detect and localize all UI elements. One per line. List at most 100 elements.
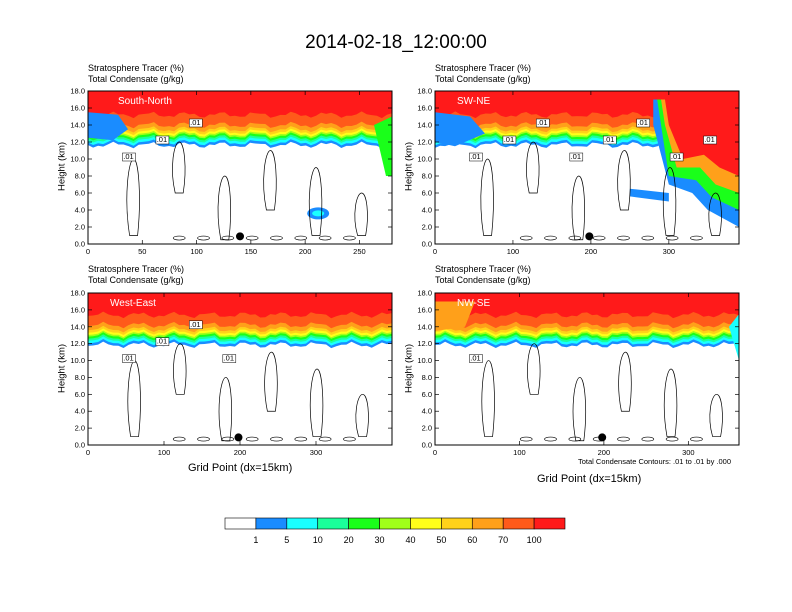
panel-2-plot: .01 .01 .01 .01 .01 .01 .01 .01 SW-NE 0.0 2.0 4.0 6.…: [417, 87, 740, 256]
panel-1-ytick-label-3: 6.0: [75, 189, 85, 198]
colorbar-label-3: 10: [312, 535, 323, 545]
panel-2-contour-label-box-3: [536, 118, 550, 128]
panel-4-low-contour-8: [690, 436, 703, 442]
panel-3-low-contour-6: [294, 436, 308, 442]
panel-3-ytick-label-0: 0.0: [75, 441, 85, 450]
panel-3-plot: .01 .01 .01 .01 West-East 0.0 2.0 4.0 6.0 8.0 10.0…: [70, 289, 393, 457]
panel-3-ytick-label-2: 4.0: [75, 407, 85, 416]
panel-4-contour-label-box-1: [469, 354, 483, 363]
panel-1-low-contour-8: [343, 235, 356, 241]
colorbar-label-1: 1: [253, 535, 259, 545]
panel-1-low-contour-6: [294, 235, 308, 241]
panel-1-low-contour-2: [197, 235, 210, 241]
panel-1-band-top: [88, 91, 392, 99]
panel-2-contour-label-box-4: [569, 152, 584, 162]
colorbar-label-5: 30: [374, 535, 385, 545]
panel-2-contour-label-7: .01: [671, 152, 681, 161]
colorbar-swatch-9: [471, 517, 504, 530]
panel-1-contour-label-1: .01: [123, 152, 133, 161]
panel-3-xtick-label-3: 300: [310, 448, 323, 457]
panel-4-low-contour-7: [665, 436, 679, 442]
panel-3-name: West-East: [110, 298, 156, 309]
panel-1-contour-3: [217, 175, 232, 241]
panel-2-contour-label-box-7: [669, 152, 684, 162]
panel-4-contour-1: [481, 360, 495, 437]
panel-4-xtick-label-2: 200: [598, 448, 611, 457]
panel-2-low-contour-5: [617, 235, 630, 241]
panel-4-xtick-label-3: 300: [682, 448, 695, 457]
panel-1-plot: .01 .01 .01 South-North 0.0 2.0 4.0 6.0 8.0 10.0 1…: [70, 87, 393, 256]
panel-4-contour-6: [709, 393, 723, 437]
panel-1-title-line2: Total Condensate (g/kg): [88, 74, 184, 84]
panel-3-contour-4: [264, 351, 278, 412]
panel-3-low-contour-5: [270, 436, 283, 442]
panel-1-ytick-label-5: 10.0: [70, 155, 85, 164]
panel-3-ytick-label-3: 6.0: [75, 390, 85, 399]
panel-2-low-contour-7: [665, 235, 679, 241]
panel-4-low-contour-3: [568, 436, 582, 442]
panel-2-ytick-label-2: 4.0: [422, 206, 432, 215]
panel-3-contour-5: [309, 368, 324, 437]
panel-1-low-contour-5: [270, 235, 283, 241]
panel-2-title-line1: Stratosphere Tracer (%): [435, 63, 532, 73]
panel-2-contour-label-box-6: [636, 118, 650, 128]
panel-2-contour-label-box-2: [502, 135, 517, 145]
panel-4-ytick-label-5: 10.0: [417, 356, 432, 365]
panel-2-low-contour-3: [568, 235, 582, 241]
panel-4-ytick-label-2: 4.0: [422, 407, 432, 416]
panel-2-low-contour-6: [641, 235, 655, 241]
panel-3-title-line2: Total Condensate (g/kg): [88, 275, 184, 285]
panel-2-ytick-label-6: 12.0: [417, 138, 432, 147]
panel-1-ytick-label-8: 16.0: [70, 104, 85, 113]
panel-1-marker: [236, 232, 244, 241]
panel-1-xtick-label-5: 250: [353, 247, 366, 256]
panel-4-contour-5: [663, 368, 678, 437]
panel-2-fold-red: [664, 99, 739, 176]
colorbar: [224, 517, 566, 530]
panel-3-low-contour-2: [197, 436, 210, 442]
panel-2-marker: [585, 232, 594, 241]
panel-1-ytick-label-4: 8.0: [75, 172, 85, 181]
panel-1-contour-label-box-3: [189, 118, 203, 128]
panel-2-filament: [629, 188, 669, 202]
panel-2-xtick-label-0: 0: [433, 247, 437, 256]
colorbar-label-8: 60: [467, 535, 478, 545]
panel-4-ytick-label-9: 18.0: [417, 289, 432, 298]
panel-3-xlabel: Grid Point (dx=15km): [188, 462, 293, 474]
panel-3-low-contour-7: [318, 436, 332, 442]
panel-2-contour-3: [571, 175, 586, 241]
colorbar-label-4: 20: [343, 535, 354, 545]
panel-2-xtick-label-2: 200: [585, 247, 598, 256]
panel-2-contour-label-box-8: [703, 135, 717, 145]
panel-3-ytick-label-5: 10.0: [70, 356, 85, 365]
panel-2-intrusion-left: [435, 112, 485, 147]
panel-2-contour-4: [617, 150, 631, 211]
panel-2-title-line2: Total Condensate (g/kg): [435, 74, 531, 84]
panel-4-frame: [434, 292, 740, 446]
panel-3-contour-label-box-1: [122, 354, 136, 363]
panel-4-contour-4: [618, 351, 632, 412]
panel-1-title: Stratosphere Tracer (%) Total Condensate…: [88, 63, 184, 85]
colorbar-swatch-4: [317, 517, 349, 530]
panel-3-contour-3: [218, 377, 233, 442]
panel-1-ytick-label-1: 2.0: [75, 223, 85, 232]
panel-1-ytick-label-9: 18.0: [70, 87, 85, 96]
colorbar-swatch-10: [502, 517, 535, 530]
colorbar-label-7: 50: [436, 535, 447, 545]
panel-3-contour-label-4: .01: [224, 354, 234, 363]
panel-2-ytick-label-5: 10.0: [417, 155, 432, 164]
panel-4-title-line2: Total Condensate (g/kg): [435, 275, 531, 285]
panel-4-intrusion-left: [435, 301, 475, 331]
panel-2-low-contour-2: [544, 235, 557, 241]
panel-1-xtick-label-1: 50: [138, 247, 146, 256]
panel-4-ytick-label-3: 6.0: [422, 390, 432, 399]
panel-3-marker: [234, 433, 243, 442]
panel-1-low-contour-4: [245, 235, 259, 241]
panel-3-contour-label-1: .01: [123, 354, 133, 363]
panel-2-contour-label-1: .01: [470, 152, 480, 161]
panel-3-ytick-label-6: 12.0: [70, 339, 85, 348]
panel-2-ytick-label-4: 8.0: [422, 172, 432, 181]
panel-4-ytick-label-6: 12.0: [417, 339, 432, 348]
panel-2-frame: [434, 90, 740, 245]
